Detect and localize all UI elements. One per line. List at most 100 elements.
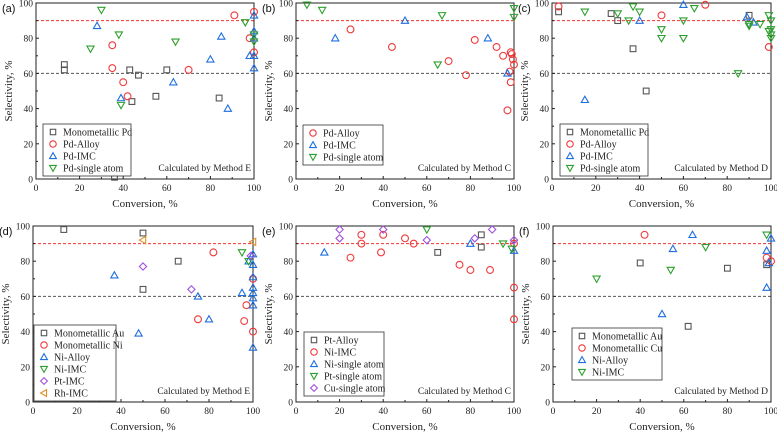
legend-label: Pt-IMC — [54, 377, 85, 388]
panel-b: 0 20 40 60 80 100 0 20 40 60 80 100 Conversion, % Sel… — [262, 0, 521, 210]
panel-label: (b) — [262, 3, 275, 15]
x-axis-title: Conversion, % — [372, 421, 437, 433]
data-point — [138, 235, 147, 245]
data-point — [245, 51, 255, 60]
x-tick-label: 80 — [722, 184, 732, 194]
legend-marker — [48, 164, 58, 173]
data-point — [509, 235, 519, 245]
data-point — [116, 93, 126, 102]
data-point — [503, 106, 512, 115]
x-tick-label: 40 — [378, 184, 388, 194]
legend-marker — [310, 336, 318, 344]
x-tick-label: 60 — [160, 407, 170, 417]
legend-label: Pd-IMC — [323, 141, 356, 152]
x-tick-label: 100 — [507, 184, 522, 194]
data-point — [434, 248, 442, 256]
legend-marker — [308, 140, 318, 149]
y-tick-label: 60 — [21, 293, 31, 303]
x-tick-label: 80 — [204, 407, 214, 417]
series-monometallic-ni — [194, 248, 257, 336]
panel-f: 0 20 40 60 80 100 0 20 40 60 80 100 Conversion, % Sel… — [519, 223, 777, 434]
x-tick-label: 60 — [679, 407, 689, 417]
data-point — [678, 34, 688, 43]
data-point — [134, 328, 144, 337]
x-tick-label: 60 — [422, 184, 432, 194]
x-tick-label: 80 — [466, 184, 476, 194]
data-point — [223, 103, 233, 112]
data-point — [755, 20, 765, 29]
legend-marker — [566, 128, 574, 136]
legend-marker — [309, 129, 317, 137]
y-tick-label: 80 — [21, 258, 31, 268]
data-point — [510, 283, 518, 292]
series-cu-single-atom — [335, 225, 519, 245]
y-axis-title: Selectivity, % — [519, 61, 531, 122]
data-point — [762, 282, 772, 291]
data-point — [357, 239, 366, 248]
data-point — [193, 291, 203, 300]
data-point — [744, 20, 754, 29]
data-point — [509, 13, 519, 22]
method-annotation: Calculated by Method E — [158, 164, 251, 174]
data-point — [687, 230, 698, 239]
x-tick-label: 40 — [378, 407, 388, 417]
legend-marker — [578, 344, 586, 352]
legend-label: Rh-IMC — [54, 389, 88, 400]
data-point — [317, 6, 327, 15]
y-tick-label: 0 — [28, 176, 33, 186]
series-pd-single-atom — [580, 3, 776, 79]
y-tick-label: 100 — [536, 223, 551, 233]
data-point — [170, 38, 181, 47]
data-point — [554, 2, 563, 11]
plot-frame — [295, 225, 515, 403]
y-tick-label: 80 — [284, 35, 294, 45]
method-annotation: Calculated by Method D — [674, 164, 768, 174]
legend-marker — [49, 128, 57, 136]
data-point — [249, 31, 259, 40]
data-point — [123, 92, 132, 101]
data-point — [250, 7, 258, 16]
data-point — [466, 266, 475, 274]
x-tick-label: 20 — [72, 407, 82, 417]
legend-marker — [309, 359, 319, 368]
data-point — [319, 247, 329, 256]
x-tick-label: 40 — [635, 184, 645, 194]
data-point — [422, 226, 432, 235]
data-point — [215, 94, 223, 102]
data-point — [635, 8, 645, 17]
data-point — [628, 3, 638, 12]
data-point — [764, 258, 774, 267]
legend-marker — [566, 140, 574, 148]
legend-marker — [39, 376, 49, 386]
legend-marker — [565, 151, 575, 160]
x-tick-label: 100 — [764, 407, 777, 417]
panel-e: 0 20 40 60 80 100 0 20 40 60 80 100 Conversion, % Sel… — [262, 223, 521, 434]
data-point — [249, 10, 259, 19]
plot-frame — [32, 225, 254, 403]
data-point — [209, 248, 218, 257]
y-tick-label: 0 — [544, 176, 549, 186]
data-point — [766, 26, 776, 35]
y-tick-label: 0 — [288, 176, 293, 186]
y-tick-label: 40 — [540, 105, 550, 115]
legend-label: Pd-IMC — [63, 152, 96, 163]
data-point — [766, 34, 776, 43]
legend-marker — [48, 151, 58, 160]
data-point — [510, 60, 518, 69]
y-tick-label: 20 — [24, 140, 34, 150]
data-point — [733, 70, 743, 79]
y-tick-label: 60 — [24, 70, 34, 80]
data-point — [666, 266, 676, 275]
data-point — [168, 77, 178, 86]
data-point — [242, 301, 251, 310]
legend-label: Ni-IMC — [324, 348, 357, 359]
series-pd-alloy — [346, 25, 518, 115]
legend-marker — [39, 388, 48, 398]
data-point — [678, 17, 688, 26]
legend-label: Monometallic Au — [54, 329, 124, 340]
x-tick-label: 0 — [294, 407, 299, 417]
legend-marker — [309, 372, 319, 381]
data-point — [249, 51, 259, 60]
